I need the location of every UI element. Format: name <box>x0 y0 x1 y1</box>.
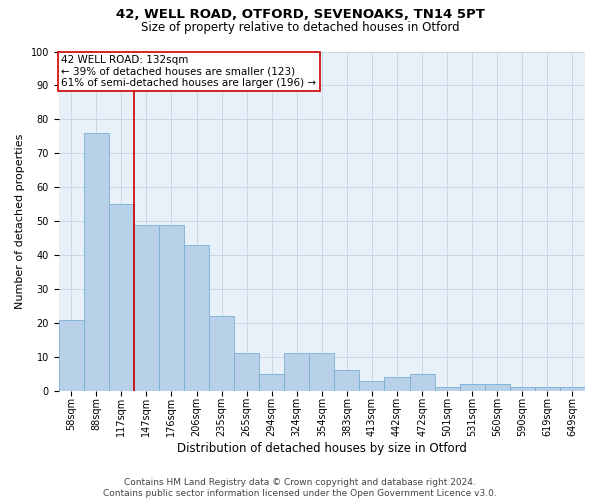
Bar <box>134 224 159 391</box>
Text: Contains HM Land Registry data © Crown copyright and database right 2024.
Contai: Contains HM Land Registry data © Crown c… <box>103 478 497 498</box>
Text: Size of property relative to detached houses in Otford: Size of property relative to detached ho… <box>140 21 460 34</box>
Bar <box>234 354 259 391</box>
Text: 42 WELL ROAD: 132sqm
← 39% of detached houses are smaller (123)
61% of semi-deta: 42 WELL ROAD: 132sqm ← 39% of detached h… <box>61 55 316 88</box>
X-axis label: Distribution of detached houses by size in Otford: Distribution of detached houses by size … <box>177 442 467 455</box>
Bar <box>485 384 510 391</box>
Bar <box>84 133 109 391</box>
Bar <box>59 320 84 391</box>
Bar <box>434 388 460 391</box>
Bar <box>109 204 134 391</box>
Bar <box>209 316 234 391</box>
Bar <box>410 374 434 391</box>
Bar <box>535 388 560 391</box>
Bar <box>334 370 359 391</box>
Bar <box>510 388 535 391</box>
Bar <box>385 377 410 391</box>
Bar <box>359 380 385 391</box>
Bar <box>560 388 585 391</box>
Text: 42, WELL ROAD, OTFORD, SEVENOAKS, TN14 5PT: 42, WELL ROAD, OTFORD, SEVENOAKS, TN14 5… <box>116 8 484 20</box>
Bar <box>309 354 334 391</box>
Bar <box>460 384 485 391</box>
Y-axis label: Number of detached properties: Number of detached properties <box>15 134 25 309</box>
Bar <box>159 224 184 391</box>
Bar <box>184 245 209 391</box>
Bar <box>259 374 284 391</box>
Bar <box>284 354 309 391</box>
